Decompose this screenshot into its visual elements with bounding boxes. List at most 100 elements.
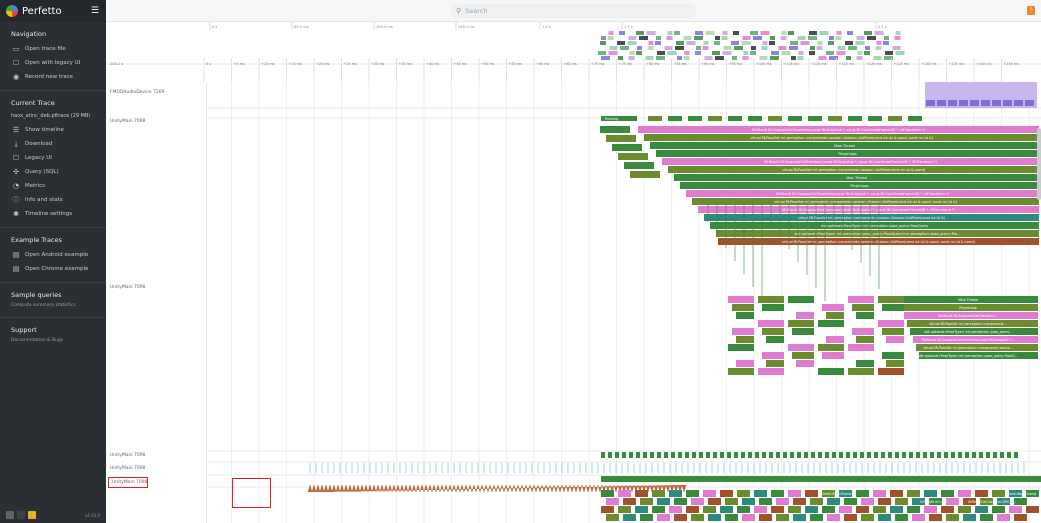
thread-state-band bbox=[601, 476, 1041, 482]
notification-icon[interactable]: ! bbox=[1027, 6, 1035, 15]
open-legacy-ui-item[interactable]: ☐ Open with legacy UI bbox=[0, 56, 106, 70]
show-timeline-item[interactable]: ☰ Show timeline bbox=[0, 123, 106, 137]
thread-state-slice bbox=[958, 452, 962, 458]
flame-slice-small bbox=[600, 126, 630, 133]
ruler-tick-label: +135 ms bbox=[949, 62, 965, 66]
flame-slice bbox=[686, 190, 1039, 197]
minimap-block bbox=[761, 46, 768, 50]
bottom-slice bbox=[737, 506, 750, 513]
download-item[interactable]: ⤓ Download bbox=[0, 137, 106, 151]
minimap-block bbox=[656, 56, 665, 60]
flame-slice-label: PlayerLoop bbox=[850, 184, 868, 188]
thread-state-slice bbox=[895, 452, 899, 458]
query-sql-item[interactable]: ✣ Query (SQL) bbox=[0, 165, 106, 179]
bottom-slice bbox=[669, 506, 682, 513]
thread-state-slice bbox=[881, 452, 885, 458]
bottom-slice bbox=[844, 514, 857, 521]
cluster-slice bbox=[882, 304, 904, 311]
thread-state-slice bbox=[916, 452, 920, 458]
search-box[interactable]: ⚲ Search bbox=[450, 4, 696, 18]
thread-state-slice bbox=[986, 452, 990, 458]
support-title[interactable]: Support bbox=[11, 326, 37, 334]
cluster-slice bbox=[818, 368, 844, 375]
minimap-block bbox=[618, 56, 623, 60]
flame-slice-label: PlayerLoop bbox=[838, 152, 856, 156]
bottom-slice bbox=[742, 514, 755, 521]
github-icon[interactable] bbox=[6, 511, 14, 519]
thread-state-slice bbox=[972, 452, 976, 458]
sample-queries-subtitle: Compute summary statistics bbox=[11, 303, 76, 308]
deep-slice bbox=[916, 344, 1038, 351]
deep-slice bbox=[901, 304, 1038, 311]
cluster-slice bbox=[736, 336, 754, 343]
flame-slice-label: Main Thread bbox=[834, 144, 854, 148]
cluster-slice bbox=[732, 304, 754, 311]
ruler-tick-label: +115 ms bbox=[839, 62, 855, 66]
search-input[interactable]: Search bbox=[465, 7, 488, 15]
record-new-trace-item[interactable]: ◉ Record new trace bbox=[0, 70, 106, 84]
nav-item-label: Info and stats bbox=[25, 197, 63, 203]
thread-state-slice bbox=[748, 452, 752, 458]
minimap-block bbox=[694, 36, 703, 40]
minimap-block bbox=[657, 51, 665, 55]
open-trace-file-item[interactable]: ▭ Open trace file bbox=[0, 42, 106, 56]
cluster-slice bbox=[758, 320, 784, 327]
bottom-slice bbox=[810, 514, 823, 521]
bottom-slice bbox=[759, 514, 772, 521]
deep-slice bbox=[913, 336, 1038, 343]
track-label-unitymain-5: UnityMain 7098 bbox=[112, 480, 148, 485]
cluster-slice bbox=[878, 320, 904, 327]
thread-state-slice bbox=[909, 452, 913, 458]
vertical-scrollbar[interactable] bbox=[1037, 128, 1041, 200]
minimap-block bbox=[797, 36, 806, 40]
ruler-tick-label: +25 ms bbox=[344, 62, 358, 66]
minimap-block bbox=[816, 46, 823, 50]
bottom-slice bbox=[703, 506, 716, 513]
flame-slice-label: Main Thread bbox=[846, 176, 866, 180]
minimap-block bbox=[639, 36, 648, 40]
info-and-stats-item[interactable]: ⓘ Info and stats bbox=[0, 193, 106, 207]
bottom-slice bbox=[1009, 490, 1022, 497]
info-icon: ⓘ bbox=[12, 196, 20, 204]
flame-slice-small bbox=[624, 162, 654, 169]
tracks-canvas[interactable]: Running MLResult MLSnapshotGetTransform(c… bbox=[208, 82, 1041, 523]
minimap-block bbox=[781, 51, 791, 55]
legacy-ui-item[interactable]: ☐ Legacy UI bbox=[0, 151, 106, 165]
thread-state-slice bbox=[832, 452, 836, 458]
navigation-section-title: Navigation bbox=[11, 30, 47, 38]
thread-state-slice bbox=[768, 116, 782, 121]
minimap-block bbox=[865, 46, 870, 50]
bottom-slice bbox=[618, 506, 631, 513]
bottom-slice bbox=[623, 498, 636, 505]
thread-state-slice bbox=[720, 452, 724, 458]
minimap-block bbox=[875, 46, 882, 50]
thread-state-slice bbox=[965, 452, 969, 458]
flag-icon[interactable] bbox=[17, 511, 25, 519]
folder-icon[interactable] bbox=[28, 511, 36, 519]
flame-slice bbox=[650, 142, 1039, 149]
minimap-block bbox=[895, 51, 905, 55]
cluster-slice bbox=[766, 336, 784, 343]
bottom-slice bbox=[895, 498, 908, 505]
hamburger-icon[interactable]: ☰ bbox=[90, 6, 99, 16]
bottom-slice bbox=[822, 490, 835, 497]
minimap-block bbox=[836, 31, 842, 35]
timeline-settings-item[interactable]: ✱ Timeline settings bbox=[0, 207, 106, 221]
minimap-block bbox=[819, 31, 829, 35]
minimap-block bbox=[722, 31, 728, 35]
sidebar: Perfetto ☰ Navigation ▭ Open trace file … bbox=[0, 0, 106, 523]
thread-state-slice bbox=[804, 452, 808, 458]
metrics-item[interactable]: ◔ Metrics bbox=[0, 179, 106, 193]
ruler-tick-label: +55 ms bbox=[509, 62, 523, 66]
thread-state-slice bbox=[797, 452, 801, 458]
minimap-block bbox=[809, 31, 817, 35]
overview-minimap[interactable]: 0 s 89.2 ms 163.4 ms 245.1 ms 1.5 s 1.7 s 2.1 … bbox=[106, 22, 1041, 82]
sample-queries-title[interactable]: Sample queries bbox=[11, 291, 62, 299]
bottom-slice bbox=[827, 498, 840, 505]
open-android-example-item[interactable]: ▤ Open Android example bbox=[0, 248, 106, 262]
minimap-block bbox=[683, 56, 690, 60]
bottom-slice bbox=[606, 498, 619, 505]
sidebar-footer: v4.40.0 bbox=[6, 511, 100, 519]
bottom-slice bbox=[771, 490, 784, 497]
open-chrome-example-item[interactable]: ▤ Open Chrome example bbox=[0, 262, 106, 276]
